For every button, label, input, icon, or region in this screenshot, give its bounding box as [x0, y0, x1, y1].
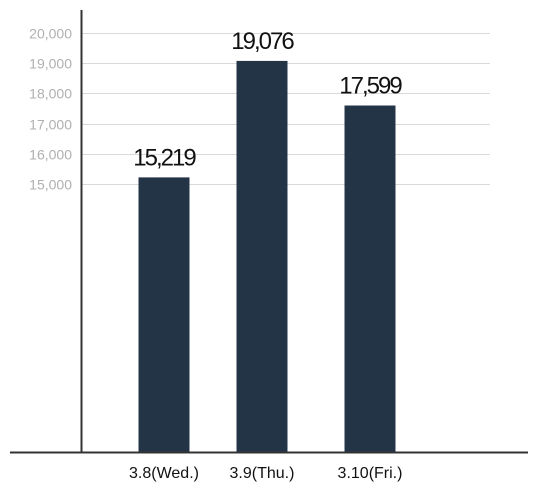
bar	[344, 105, 396, 453]
y-tick-label: 16,000	[29, 147, 72, 163]
bar	[138, 177, 190, 452]
y-tick-label: 17,000	[29, 117, 72, 133]
data-label: 19,076	[231, 28, 294, 55]
category-label: 3.9(Thu.)	[230, 465, 295, 482]
bars	[138, 60, 396, 453]
y-tick-label: 20,000	[29, 26, 72, 42]
y-axis-tick-labels: 15,000 16,000 17,000 18,000 19,000 20,000	[29, 26, 72, 193]
y-tick-label: 18,000	[29, 86, 72, 102]
bar	[236, 60, 288, 453]
data-label: 17,599	[339, 73, 402, 100]
category-label: 3.8(Wed.)	[129, 465, 199, 482]
y-tick-label: 15,000	[29, 177, 72, 193]
axes	[10, 10, 528, 454]
data-labels: 15,219 19,076 17,599	[133, 28, 404, 171]
x-axis-category-labels: 3.8(Wed.) 3.9(Thu.) 3.10(Fri.)	[129, 465, 402, 482]
data-label: 15,219	[133, 144, 196, 171]
y-tick-label: 19,000	[29, 56, 72, 72]
category-label: 3.10(Fri.)	[338, 465, 403, 482]
